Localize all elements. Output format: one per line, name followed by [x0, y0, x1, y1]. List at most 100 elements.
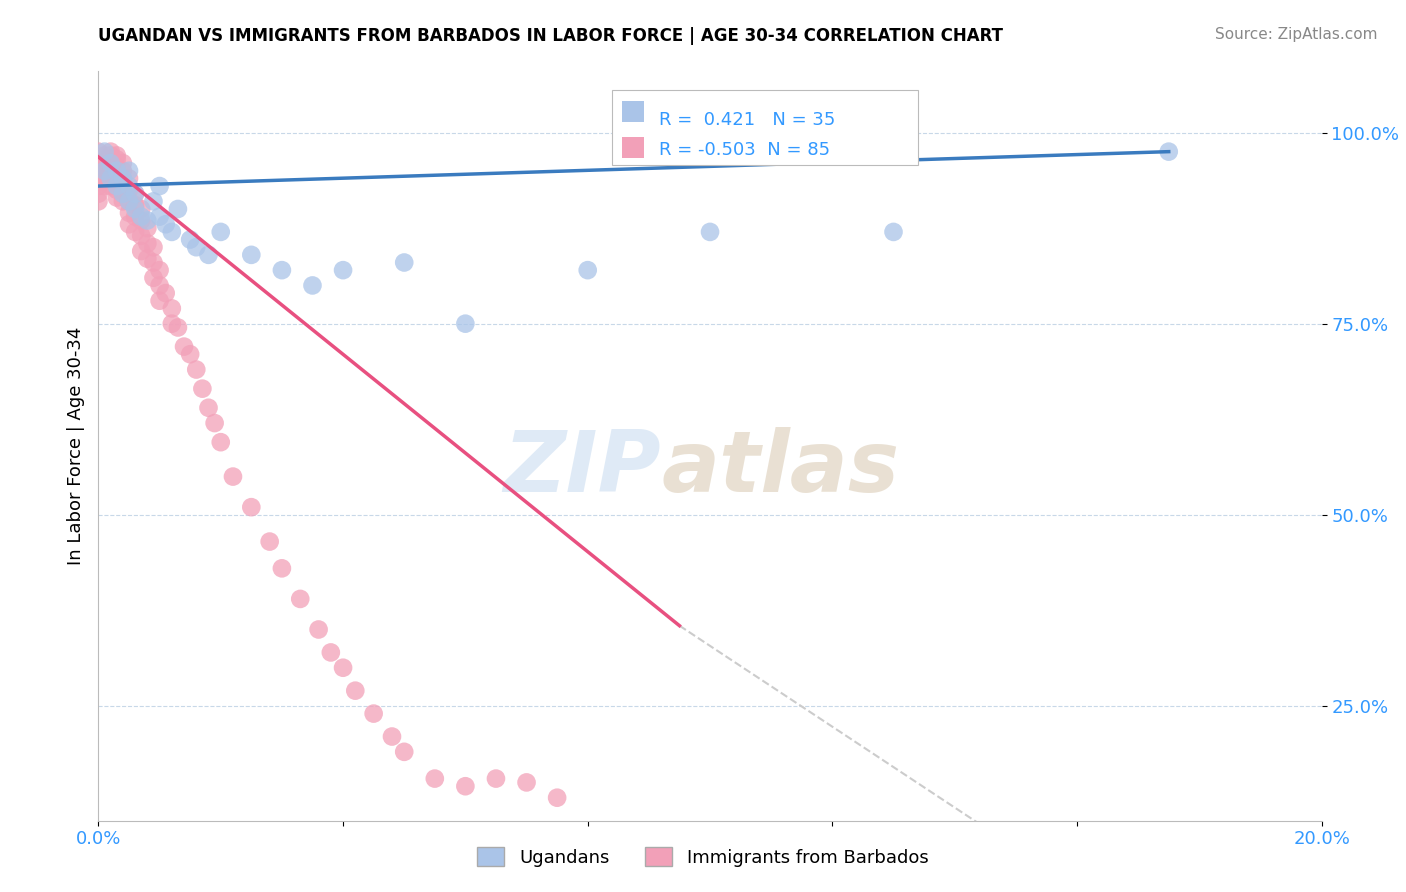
Point: [160, 317, 183, 331]
Point: [142, 194, 165, 209]
Point: [516, 775, 538, 789]
Point: [87, 160, 110, 174]
Point: [129, 244, 152, 258]
Point: [179, 347, 201, 361]
Point: [93, 163, 115, 178]
Point: [93, 145, 115, 159]
Point: [118, 194, 141, 209]
Point: [93, 156, 115, 170]
Point: [87, 186, 110, 201]
Point: [142, 255, 165, 269]
Point: [155, 286, 177, 301]
Point: [111, 186, 134, 201]
Point: [149, 210, 172, 224]
Text: UGANDAN VS IMMIGRANTS FROM BARBADOS IN LABOR FORCE | AGE 30-34 CORRELATION CHART: UGANDAN VS IMMIGRANTS FROM BARBADOS IN L…: [98, 27, 1004, 45]
Point: [149, 263, 172, 277]
Point: [392, 745, 416, 759]
Point: [100, 156, 122, 170]
Point: [111, 186, 134, 201]
Point: [100, 163, 122, 178]
Point: [240, 500, 263, 515]
Text: ZIP: ZIP: [503, 427, 661, 510]
Point: [124, 198, 146, 212]
Point: [142, 240, 165, 254]
Point: [332, 661, 354, 675]
Point: [105, 163, 128, 178]
Point: [129, 213, 152, 227]
Bar: [621, 137, 644, 158]
Point: [149, 179, 172, 194]
Point: [111, 163, 134, 178]
Point: [118, 183, 141, 197]
Point: [290, 591, 312, 606]
Point: [87, 179, 110, 194]
Point: [173, 340, 195, 354]
Point: [105, 190, 128, 204]
Point: [87, 156, 110, 170]
Point: [149, 293, 172, 308]
Bar: [621, 102, 644, 121]
Point: [699, 225, 721, 239]
Point: [111, 179, 134, 194]
Point: [87, 163, 110, 178]
Point: [160, 225, 183, 239]
Y-axis label: In Labor Force | Age 30-34: In Labor Force | Age 30-34: [66, 326, 84, 566]
Point: [124, 202, 146, 216]
Point: [204, 416, 226, 430]
Point: [129, 210, 152, 224]
Point: [179, 233, 201, 247]
Point: [222, 469, 245, 483]
Point: [270, 263, 292, 277]
Text: R =  0.421   N = 35: R = 0.421 N = 35: [658, 112, 835, 129]
Point: [124, 225, 146, 239]
Point: [87, 171, 110, 186]
Point: [381, 730, 404, 744]
Point: [155, 217, 177, 231]
Point: [111, 194, 134, 209]
Text: atlas: atlas: [661, 427, 900, 510]
Point: [124, 186, 146, 201]
Point: [142, 270, 165, 285]
Point: [87, 153, 110, 167]
Point: [100, 148, 122, 162]
Point: [105, 179, 128, 194]
Point: [105, 148, 128, 162]
Point: [136, 221, 159, 235]
Point: [270, 561, 292, 575]
Point: [344, 683, 367, 698]
Point: [100, 171, 122, 186]
Point: [149, 278, 172, 293]
Point: [197, 401, 219, 415]
Point: [111, 171, 134, 186]
Point: [197, 248, 219, 262]
Point: [105, 175, 128, 189]
Point: [105, 153, 128, 167]
Point: [105, 168, 128, 182]
Point: [883, 225, 905, 239]
Point: [259, 534, 281, 549]
Point: [93, 163, 115, 178]
Point: [93, 148, 115, 162]
Point: [100, 179, 122, 194]
Point: [93, 171, 115, 186]
Point: [1157, 145, 1180, 159]
Point: [136, 236, 159, 251]
Point: [209, 435, 232, 450]
Text: R = -0.503  N = 85: R = -0.503 N = 85: [658, 141, 830, 159]
Point: [454, 317, 477, 331]
Point: [160, 301, 183, 316]
Point: [118, 217, 141, 231]
Point: [186, 362, 208, 376]
Point: [167, 202, 190, 216]
Point: [118, 171, 141, 186]
Point: [100, 145, 122, 159]
Point: [87, 194, 110, 209]
Point: [332, 263, 354, 277]
Point: [124, 210, 146, 224]
Point: [111, 156, 134, 170]
Point: [308, 623, 330, 637]
Point: [167, 320, 190, 334]
Point: [124, 186, 146, 201]
Point: [87, 168, 110, 182]
Point: [240, 248, 263, 262]
